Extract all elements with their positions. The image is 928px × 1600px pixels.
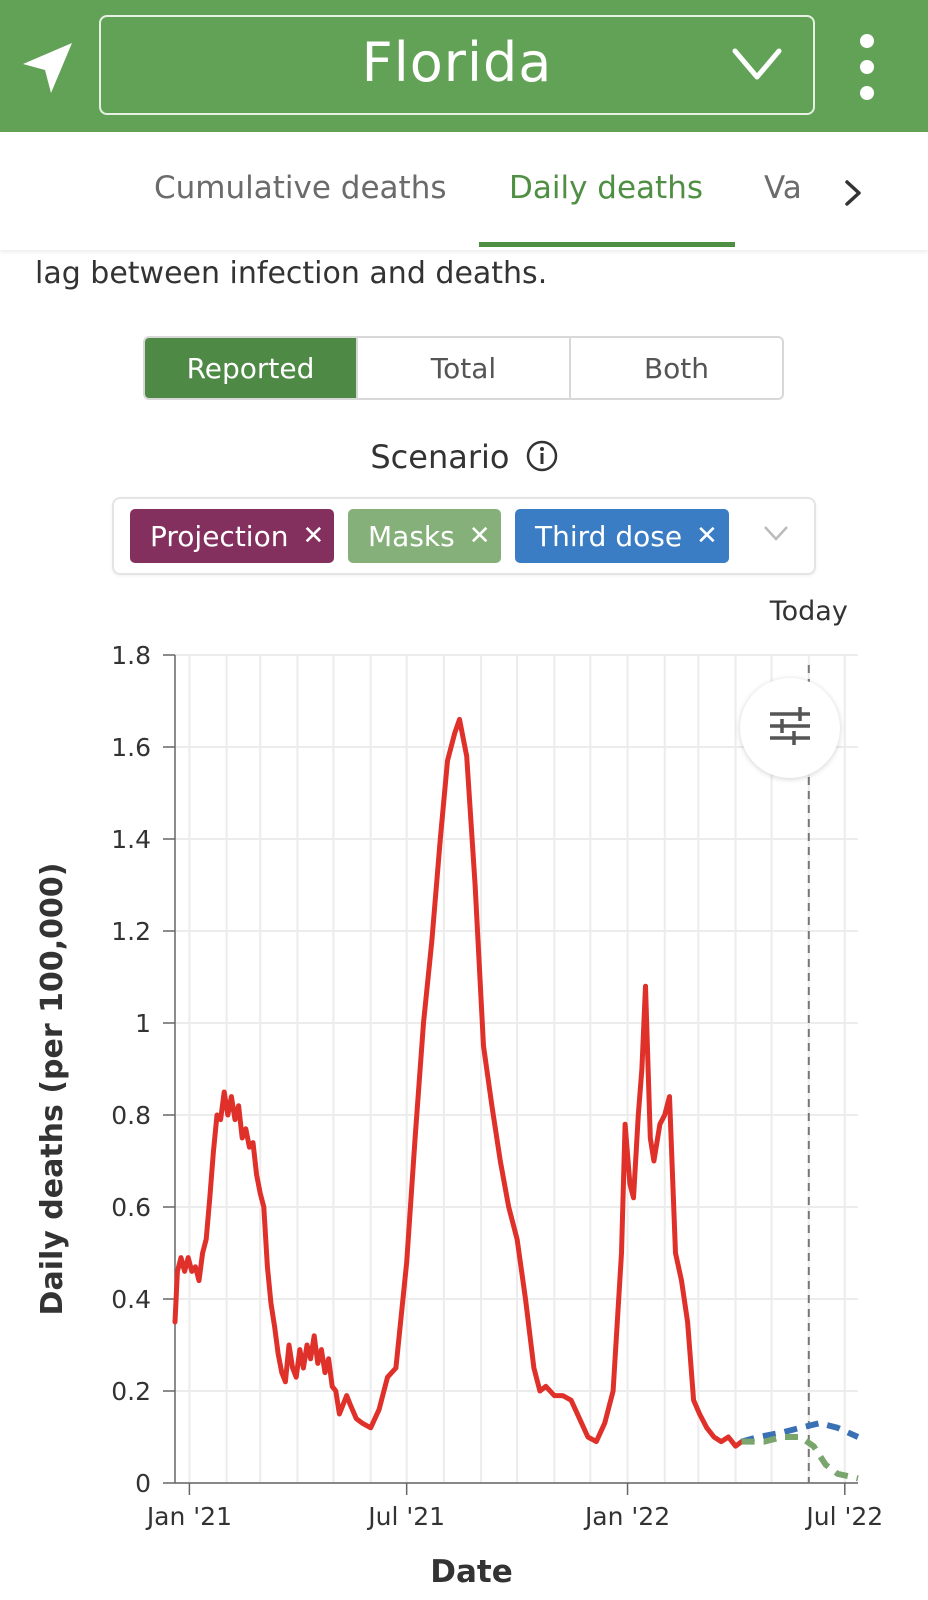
state-name: Florida: [361, 31, 553, 94]
tab-vaccinations[interactable]: Va: [764, 170, 802, 206]
sliders-icon: [770, 707, 810, 745]
y-tick-label: 1.2: [111, 917, 151, 946]
scenario-heading: Scenario: [0, 438, 928, 476]
series-third-dose: [740, 1420, 860, 1445]
location-arrow-icon[interactable]: [18, 38, 78, 98]
x-tick-label: Jul '21: [366, 1502, 445, 1531]
tab-bar: Cumulative deaths Daily deaths Va: [0, 132, 928, 250]
more-menu-icon[interactable]: [850, 30, 890, 105]
y-tick-label: 0.4: [111, 1285, 151, 1314]
x-tick-label: Jan '22: [583, 1502, 670, 1531]
daily-deaths-chart: 0 0.2 0.4 0.6 0.8 1 1.2 1.4 1.6 1.8 Jan '21 Jul '21…: [35, 596, 883, 1590]
chevron-right-icon[interactable]: [842, 178, 864, 208]
today-label: Today: [769, 596, 848, 627]
x-tick-label: Jul '22: [804, 1502, 883, 1531]
intro-text: lag between infection and deaths.: [35, 256, 548, 291]
y-tick-label: 1.6: [111, 733, 151, 762]
chevron-down-icon[interactable]: [762, 523, 790, 543]
series-reported: [172, 716, 745, 1449]
both-button[interactable]: Both: [643, 351, 710, 385]
remove-icon[interactable]: ✕: [696, 521, 718, 551]
total-button[interactable]: Total: [358, 338, 571, 398]
chip-masks[interactable]: Masks ✕: [348, 509, 501, 563]
tab-daily-deaths[interactable]: Daily deaths: [509, 170, 703, 206]
chip-label: Masks: [368, 519, 455, 553]
x-tick-label: Jan '21: [145, 1502, 232, 1531]
scenario-multiselect[interactable]: Projection ✕ Masks ✕ Third dose ✕: [112, 497, 816, 575]
chevron-down-icon: [731, 45, 783, 85]
y-tick-label: 0.8: [111, 1101, 151, 1130]
chart-settings-button[interactable]: [740, 678, 840, 778]
scenario-label: Scenario: [370, 438, 510, 476]
remove-icon[interactable]: ✕: [302, 521, 325, 551]
active-tab-indicator: [479, 242, 735, 247]
y-tick-label: 1: [135, 1009, 151, 1038]
y-tick-label: 1.4: [111, 825, 151, 854]
reported-button[interactable]: Reported: [145, 338, 358, 398]
y-tick-label: 1.8: [111, 641, 151, 670]
data-type-toggle: Reported Total Both: [143, 336, 784, 400]
state-selector[interactable]: Florida: [99, 15, 815, 115]
chip-label: Third dose: [535, 519, 683, 553]
tab-cumulative-deaths[interactable]: Cumulative deaths: [154, 170, 447, 206]
chip-projection[interactable]: Projection ✕: [130, 509, 334, 563]
y-tick-label: 0.6: [111, 1193, 151, 1222]
y-tick-label: 0: [135, 1469, 151, 1498]
chip-label: Projection: [150, 519, 289, 553]
app-header: Florida: [0, 0, 928, 132]
y-tick-label: 0.2: [111, 1377, 151, 1406]
remove-icon[interactable]: ✕: [468, 521, 491, 551]
y-axis-title: Daily deaths (per 100,000): [35, 863, 70, 1316]
x-axis-title: Date: [430, 1554, 513, 1590]
chip-third-dose[interactable]: Third dose ✕: [515, 509, 729, 563]
series-masks: [741, 1434, 859, 1482]
info-icon[interactable]: [526, 440, 558, 472]
